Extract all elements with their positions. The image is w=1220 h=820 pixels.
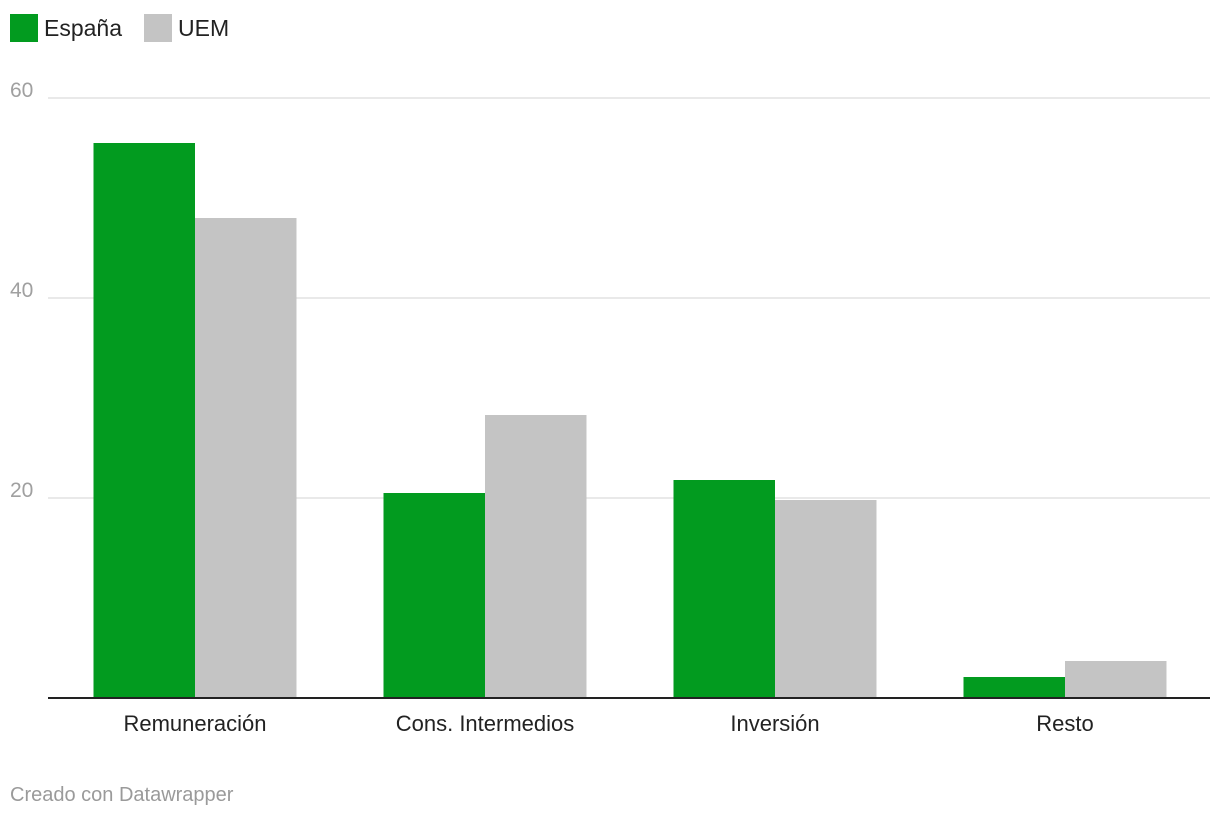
bar-uem (775, 500, 877, 698)
bar-espana (963, 677, 1065, 698)
credit-text: Creado con Datawrapper (10, 784, 234, 806)
y-tick-label: 40 (10, 279, 33, 302)
legend-swatch-uem (144, 14, 173, 42)
y-tick-label: 20 (10, 479, 33, 502)
bar-uem (195, 218, 297, 698)
x-tick-label: Remuneración (123, 711, 266, 736)
bar-uem (1065, 661, 1167, 698)
bar-espana (383, 493, 485, 698)
legend-item-uem: UEM (144, 14, 229, 42)
legend-label-espana: España (44, 14, 123, 41)
x-tick-label: Cons. Intermedios (396, 711, 575, 736)
bar-uem (485, 415, 587, 698)
bar-chart: 20 40 60 Remuneración Cons. Intermedios Inver… (10, 79, 1210, 736)
legend-swatch-espana (10, 14, 38, 42)
x-tick-label: Inversión (730, 711, 819, 736)
x-tick-label: Resto (1036, 711, 1093, 736)
legend-item-espana: España (10, 14, 122, 42)
bar-espana (673, 480, 775, 698)
chart-legend: España UEM (10, 14, 251, 42)
bar-espana (93, 143, 195, 698)
legend-label-uem: UEM (178, 14, 230, 41)
y-tick-label: 60 (10, 79, 33, 102)
